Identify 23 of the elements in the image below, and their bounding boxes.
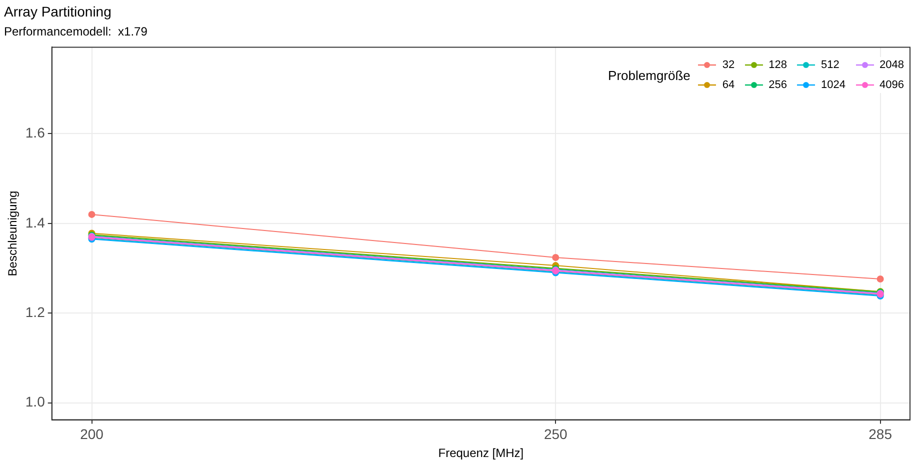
y-tick-label: 1.0 bbox=[25, 394, 46, 410]
chart-title: Array Partitioning bbox=[4, 3, 112, 20]
legend-label: 64 bbox=[722, 79, 735, 92]
legend-label: 128 bbox=[768, 59, 788, 72]
x-tick-label: 200 bbox=[80, 426, 104, 442]
chart-subtitle: Performancemodell: x1.79 bbox=[4, 24, 148, 38]
legend-title: Problemgröße bbox=[608, 68, 690, 83]
point bbox=[88, 210, 96, 218]
x-tick-label: 250 bbox=[544, 426, 568, 442]
y-tick-label: 1.2 bbox=[25, 304, 46, 320]
point bbox=[552, 254, 560, 261]
y-tick-label: 1.6 bbox=[25, 124, 46, 141]
y-axis-title: Beschleunigung bbox=[6, 190, 20, 276]
legend-label: 256 bbox=[768, 79, 788, 92]
legend-label: 32 bbox=[722, 59, 735, 72]
legend-label: 1024 bbox=[821, 79, 846, 92]
y-tick-label: 1.4 bbox=[25, 214, 46, 230]
legend-label: 4096 bbox=[880, 79, 904, 92]
point bbox=[876, 276, 884, 283]
x-axis-title: Frequenz [MHz] bbox=[438, 446, 524, 460]
legend-label: 512 bbox=[821, 59, 840, 72]
x-tick-label: 285 bbox=[868, 426, 892, 442]
legend-label: 2048 bbox=[880, 59, 904, 72]
